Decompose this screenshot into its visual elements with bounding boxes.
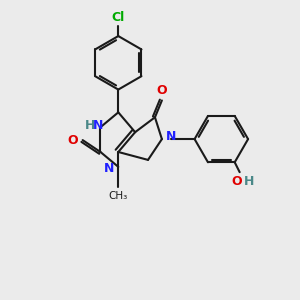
Text: O: O <box>68 134 78 147</box>
Text: N: N <box>93 119 104 132</box>
Text: O: O <box>231 175 242 188</box>
Text: CH₃: CH₃ <box>109 190 128 201</box>
Text: H: H <box>243 175 254 188</box>
Text: N: N <box>104 162 115 175</box>
Text: N: N <box>166 130 176 142</box>
Text: H: H <box>84 119 95 132</box>
Text: O: O <box>157 84 167 97</box>
Text: Cl: Cl <box>112 11 125 24</box>
